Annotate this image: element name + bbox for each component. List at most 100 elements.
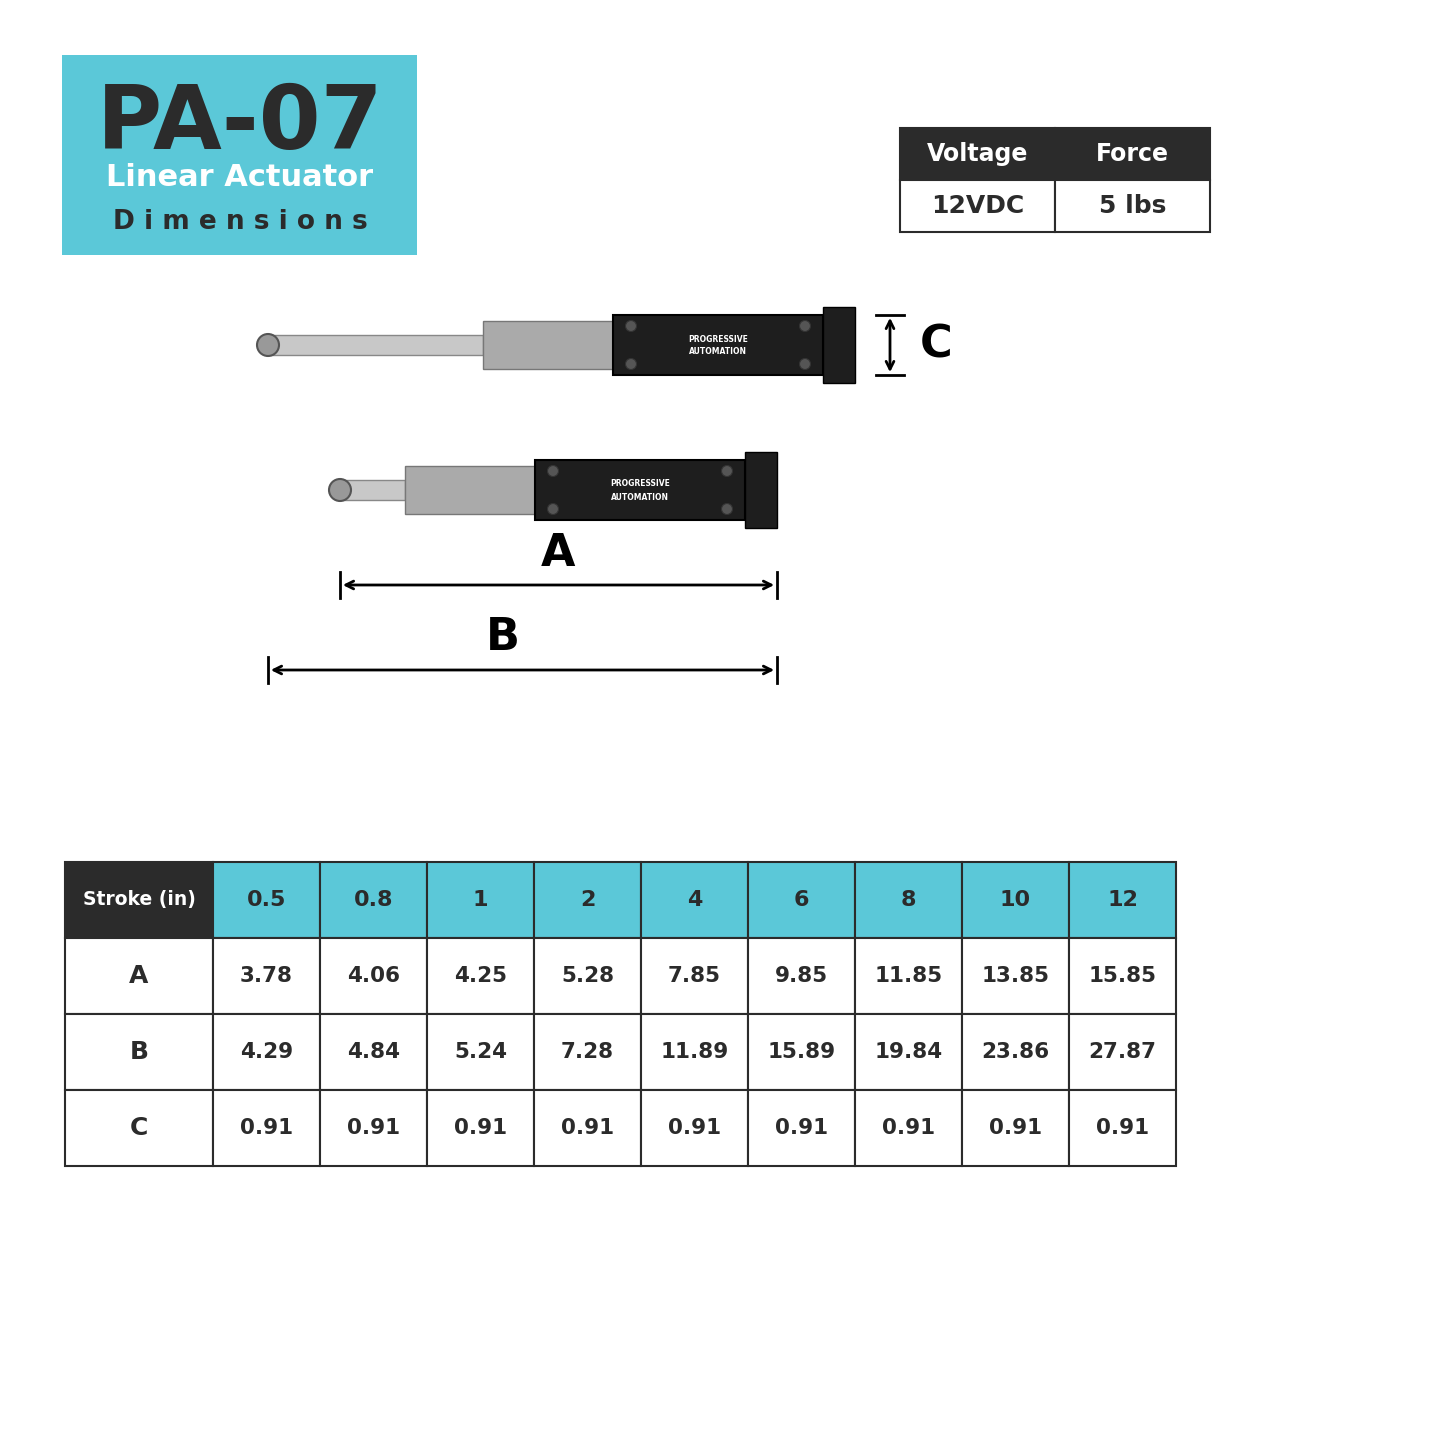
Text: 2: 2: [579, 890, 595, 910]
Bar: [340, 480, 405, 500]
Bar: [855, 1090, 962, 1166]
Text: 11.89: 11.89: [660, 1042, 728, 1062]
Text: C: C: [920, 324, 952, 367]
Bar: [855, 1014, 962, 1090]
Text: 12VDC: 12VDC: [931, 194, 1025, 218]
Circle shape: [548, 465, 559, 477]
Bar: [65, 1090, 212, 1166]
Text: 13.85: 13.85: [981, 967, 1049, 985]
Bar: [405, 465, 535, 514]
Bar: [962, 1090, 1069, 1166]
Text: B: B: [130, 1040, 149, 1064]
Text: Linear Actuator: Linear Actuator: [107, 163, 374, 192]
Bar: [62, 55, 418, 254]
Bar: [642, 863, 749, 938]
Text: 3.78: 3.78: [240, 967, 293, 985]
Text: 5 lbs: 5 lbs: [1098, 194, 1166, 218]
Text: 27.87: 27.87: [1088, 1042, 1156, 1062]
Bar: [749, 1090, 855, 1166]
Text: 7.85: 7.85: [668, 967, 721, 985]
Text: B: B: [486, 617, 520, 659]
Text: PROGRESSIVE: PROGRESSIVE: [688, 334, 749, 344]
Bar: [1069, 1090, 1176, 1166]
Text: 5.28: 5.28: [561, 967, 614, 985]
Text: 0.8: 0.8: [354, 890, 393, 910]
Text: 10: 10: [1000, 890, 1032, 910]
Text: 0.91: 0.91: [668, 1118, 721, 1139]
Bar: [65, 863, 212, 938]
Text: 0.91: 0.91: [775, 1118, 828, 1139]
Text: 4: 4: [686, 890, 702, 910]
Bar: [428, 1090, 535, 1166]
Bar: [746, 452, 777, 527]
Bar: [642, 1090, 749, 1166]
Bar: [535, 1090, 642, 1166]
Bar: [749, 1014, 855, 1090]
Text: 4.29: 4.29: [240, 1042, 293, 1062]
Text: 7.28: 7.28: [561, 1042, 614, 1062]
Bar: [535, 1014, 642, 1090]
Circle shape: [329, 478, 351, 501]
Bar: [824, 306, 855, 383]
Circle shape: [626, 358, 636, 370]
Text: 8: 8: [900, 890, 916, 910]
Text: PA-07: PA-07: [97, 81, 383, 169]
Text: A: A: [129, 964, 149, 988]
Bar: [613, 315, 824, 376]
Circle shape: [721, 465, 733, 477]
Circle shape: [799, 321, 811, 331]
Text: Voltage: Voltage: [926, 142, 1029, 166]
Text: Stroke (in): Stroke (in): [82, 890, 195, 909]
Text: 4.06: 4.06: [347, 967, 400, 985]
Bar: [65, 938, 212, 1014]
Text: 9.85: 9.85: [775, 967, 828, 985]
Bar: [749, 938, 855, 1014]
Bar: [428, 938, 535, 1014]
Bar: [319, 863, 428, 938]
Text: 11.85: 11.85: [874, 967, 942, 985]
Bar: [1055, 181, 1209, 233]
Bar: [1069, 1014, 1176, 1090]
Circle shape: [257, 334, 279, 355]
Text: D i m e n s i o n s: D i m e n s i o n s: [113, 210, 367, 236]
Text: 6: 6: [793, 890, 809, 910]
Bar: [1069, 863, 1176, 938]
Text: 0.91: 0.91: [240, 1118, 293, 1139]
Bar: [535, 938, 642, 1014]
Text: AUTOMATION: AUTOMATION: [689, 347, 747, 357]
Bar: [1069, 938, 1176, 1014]
Bar: [319, 1014, 428, 1090]
Text: PROGRESSIVE: PROGRESSIVE: [610, 480, 670, 488]
Text: 4.25: 4.25: [454, 967, 507, 985]
Bar: [65, 1014, 212, 1090]
Bar: [962, 1014, 1069, 1090]
Circle shape: [548, 503, 559, 514]
Text: Force: Force: [1095, 142, 1169, 166]
Text: 19.84: 19.84: [874, 1042, 942, 1062]
Text: 5.24: 5.24: [454, 1042, 507, 1062]
Text: 4.84: 4.84: [347, 1042, 400, 1062]
Bar: [212, 1090, 319, 1166]
Text: 12: 12: [1107, 890, 1139, 910]
Text: 0.91: 0.91: [347, 1118, 400, 1139]
Bar: [267, 335, 483, 355]
Bar: [749, 863, 855, 938]
Bar: [642, 1014, 749, 1090]
Bar: [212, 863, 319, 938]
Text: AUTOMATION: AUTOMATION: [611, 493, 669, 501]
Text: 23.86: 23.86: [981, 1042, 1049, 1062]
Bar: [428, 1014, 535, 1090]
Text: 0.91: 0.91: [1095, 1118, 1149, 1139]
Bar: [855, 938, 962, 1014]
Text: A: A: [542, 532, 575, 575]
Bar: [962, 863, 1069, 938]
Bar: [212, 938, 319, 1014]
Text: 0.5: 0.5: [247, 890, 286, 910]
Text: 0.91: 0.91: [881, 1118, 935, 1139]
Bar: [900, 181, 1055, 233]
Bar: [855, 863, 962, 938]
Bar: [428, 863, 535, 938]
Circle shape: [626, 321, 636, 331]
Bar: [962, 938, 1069, 1014]
Circle shape: [721, 503, 733, 514]
